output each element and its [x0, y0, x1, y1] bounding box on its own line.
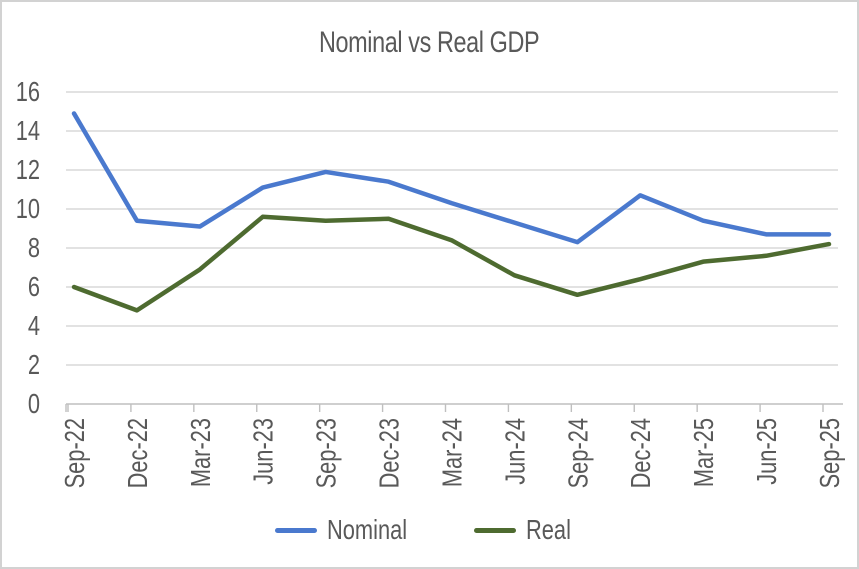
x-tick-label: Mar-25: [689, 418, 720, 487]
x-tick-label: Dec-23: [374, 418, 405, 488]
x-tick-label: Sep-24: [563, 418, 594, 488]
y-tick-label: 4: [28, 310, 40, 341]
series-line-real: [71, 214, 832, 313]
y-tick-label: 2: [28, 349, 40, 380]
x-tick-label: Jun-23: [248, 418, 279, 485]
x-tick-label: Mar-24: [437, 418, 468, 487]
legend-label-real: Real: [526, 514, 571, 545]
x-tick-label: Sep-23: [311, 418, 342, 488]
x-tick-label: Jun-25: [751, 418, 782, 485]
x-tick-label: Dec-22: [122, 418, 153, 488]
series-line-nominal: [71, 111, 832, 245]
y-tick-label: 6: [28, 271, 40, 302]
y-tick-label: 16: [16, 76, 40, 107]
x-tick-label: Jun-24: [500, 418, 531, 485]
legend-label-nominal: Nominal: [327, 514, 408, 545]
y-tick-label: 12: [16, 154, 40, 185]
x-tick-label: Mar-23: [185, 418, 216, 487]
y-tick-label: 0: [28, 388, 40, 419]
chart-title: Nominal vs Real GDP: [2, 26, 857, 60]
x-tick-label: Dec-24: [626, 418, 657, 488]
x-tick-label: Sep-25: [814, 418, 845, 488]
legend-item-real[interactable]: Real: [474, 514, 584, 546]
real-line-swatch: [474, 527, 517, 533]
y-tick-label: 10: [16, 193, 40, 224]
y-tick-label: 14: [16, 115, 40, 146]
x-tick-label: Sep-22: [59, 418, 90, 488]
legend: Nominal Real: [2, 514, 857, 546]
chart-title-text: Nominal vs Real GDP: [319, 26, 540, 59]
nominal-line-swatch: [275, 527, 318, 533]
legend-item-nominal[interactable]: Nominal: [275, 514, 430, 546]
y-tick-label: 8: [28, 232, 40, 263]
